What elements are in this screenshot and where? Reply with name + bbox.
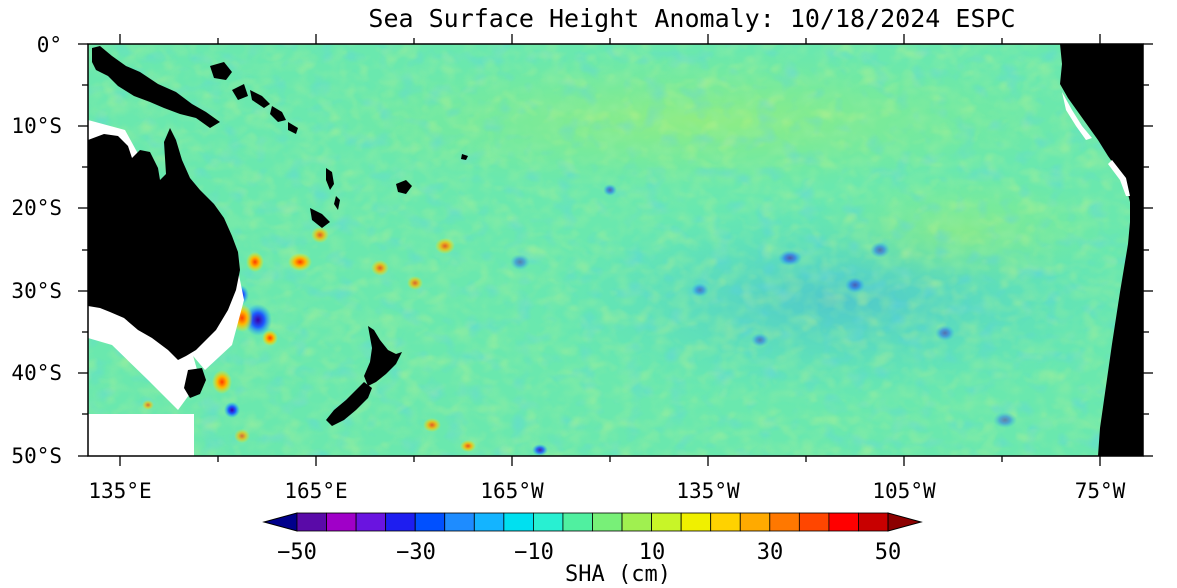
lon-label: 135°E	[88, 479, 151, 503]
colorbar-over-triangle	[887, 512, 923, 532]
land-new-guinea	[92, 46, 220, 128]
colorbar-segment	[592, 512, 623, 532]
colorbar-segment	[533, 512, 564, 532]
colorbar-segment	[739, 512, 771, 532]
lon-label: 135°W	[676, 479, 740, 503]
longitude-ticks	[119, 34, 1101, 466]
lat-label: 30°S	[11, 279, 62, 303]
colorbar-tick-label: −50	[277, 540, 317, 565]
colorbar-segment	[296, 512, 327, 532]
colorbar-segment	[828, 512, 859, 532]
colorbar-segment	[621, 512, 652, 532]
colorbar	[262, 512, 923, 532]
lat-label: 50°S	[11, 444, 62, 468]
colorbar-segment	[385, 512, 416, 532]
colorbar-tick-label: −30	[396, 540, 436, 565]
colorbar-segment	[769, 512, 800, 532]
colorbar-segment	[680, 512, 712, 532]
colorbar-title: SHA (cm)	[565, 562, 671, 587]
lon-label: 165°E	[284, 479, 347, 503]
lon-label: 75°W	[1075, 479, 1126, 503]
latitude-labels: 0° 10°S 20°S 30°S 40°S 50°S	[11, 33, 62, 468]
missing-data-box	[88, 414, 194, 456]
colorbar-segment	[503, 512, 534, 532]
colorbar-segment	[326, 512, 357, 532]
colorbar-segment	[651, 512, 682, 532]
colorbar-segment	[414, 512, 446, 532]
lon-label: 165°W	[480, 479, 544, 503]
colorbar-tick-label: 10	[639, 540, 666, 565]
lon-label: 105°W	[872, 479, 936, 503]
latitude-ticks	[78, 43, 1153, 457]
land-australia	[88, 128, 240, 360]
colorbar-tick-labels: −50 −30 −10 10 30 50	[277, 540, 901, 565]
land-tasmania	[184, 368, 206, 398]
colorbar-segment	[562, 512, 593, 532]
colorbar-tick-label: −10	[514, 540, 554, 565]
colorbar-segment	[473, 512, 505, 532]
lat-label: 10°S	[11, 114, 62, 138]
colorbar-under-triangle	[262, 512, 298, 532]
land-new-zealand-north	[364, 326, 402, 386]
land-south-america	[1060, 44, 1143, 456]
map-title: Sea Surface Height Anomaly: 10/18/2024 E…	[368, 4, 1015, 33]
colorbar-segment	[858, 512, 889, 532]
lat-label: 40°S	[11, 361, 62, 385]
colorbar-tick-label: 30	[757, 540, 784, 565]
colorbar-segment	[710, 512, 741, 532]
sha-field	[88, 44, 1143, 456]
colorbar-segment	[444, 512, 475, 532]
colorbar-segment	[798, 512, 830, 532]
colorbar-tick-label: 50	[875, 540, 902, 565]
longitude-labels: 135°E 165°E 165°W 135°W 105°W 75°W	[88, 479, 1125, 503]
lat-label: 20°S	[11, 196, 62, 220]
lat-label: 0°	[37, 33, 62, 57]
colorbar-segment	[355, 512, 387, 532]
land-new-zealand-south	[326, 382, 372, 426]
